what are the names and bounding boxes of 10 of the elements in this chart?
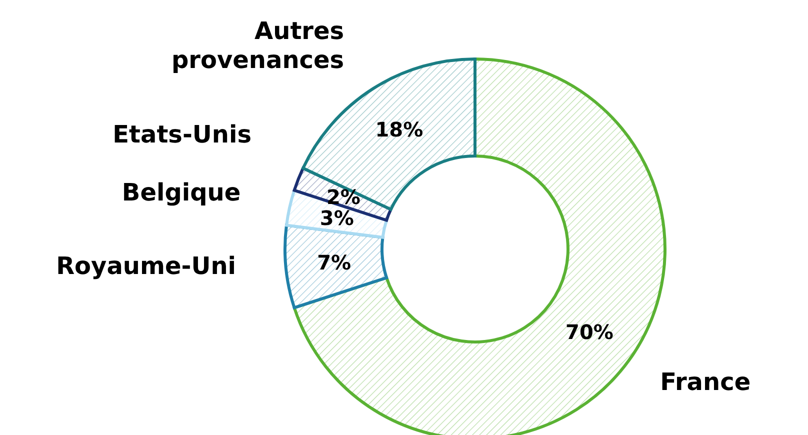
data-label: 70%	[566, 320, 614, 344]
data-label: 3%	[320, 206, 354, 230]
slice-label: Royaume-Uni	[56, 252, 236, 280]
data-label: 7%	[317, 250, 352, 274]
data-label: 18%	[375, 118, 424, 142]
slice-label: Etats-Unis	[112, 120, 252, 149]
slice-label: Autres provenances	[171, 17, 344, 74]
data-label: 2%	[326, 184, 360, 209]
slice-label: France	[660, 368, 751, 396]
slice-label: Belgique	[122, 178, 241, 207]
